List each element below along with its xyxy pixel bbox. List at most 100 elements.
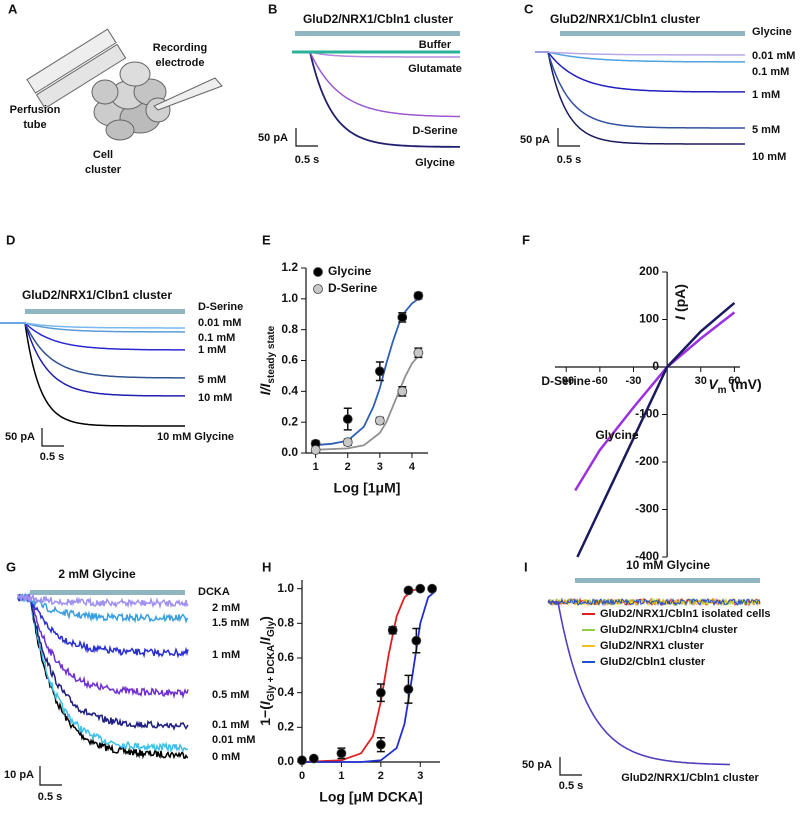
x-tick-label: 3 (417, 770, 423, 782)
y-tick-label: 200 (639, 264, 659, 278)
legend-label: GluD2/NRX1 cluster (600, 640, 705, 652)
data-line (574, 311, 736, 492)
perfusion-bar (25, 31, 760, 595)
y-tick-label: 1.2 (281, 260, 298, 274)
annotation: electrode (156, 57, 205, 69)
panel-title: GluD2/NRX1/Cbln1 cluster (550, 12, 700, 26)
annotation: Perfusion (10, 104, 61, 116)
current-trace (292, 51, 460, 58)
label-part: Gly + DCKA (266, 645, 277, 701)
y-axis-label: 1−(IGly + DCKA/IGly) (257, 616, 277, 726)
scale-label: 0.5 s (40, 451, 64, 463)
label-part: I (257, 636, 273, 641)
scale-label: 50 pA (520, 134, 550, 146)
x-tick-label: 0 (299, 770, 305, 782)
panel-label: I (524, 559, 528, 574)
x-tick-label: 1 (338, 770, 344, 782)
trace-label: 2 mM (212, 602, 240, 614)
x-tick-label: 1 (313, 461, 319, 473)
current-trace (535, 51, 745, 63)
panel-label: B (268, 1, 277, 16)
panel-label: A (8, 1, 18, 16)
trace-label: 0 mM (212, 751, 240, 763)
x-axis-label: Log [μM DCKA] (319, 789, 422, 805)
label-part: (pA) (672, 284, 688, 312)
data-point (411, 635, 422, 646)
current-trace (17, 592, 189, 700)
y-tick-label: 0.6 (277, 650, 294, 664)
trace-label: 1.5 mM (212, 617, 249, 629)
x-axis-label: Log [1μM] (334, 480, 401, 496)
y-tick-label: 0.2 (281, 414, 298, 428)
x-tick-label: -30 (626, 375, 642, 387)
trace-label: 1 mM (752, 89, 780, 101)
current-trace (0, 322, 185, 379)
current-trace (17, 594, 189, 760)
panel-title: GluD2/NRX1/Cbln1 cluster (303, 12, 453, 26)
trace-header: D-Serine (198, 301, 243, 313)
data-point (342, 414, 353, 424)
y-tick-label: -300 (635, 502, 659, 516)
current-trace (535, 51, 745, 56)
current-trace (535, 51, 745, 93)
data-point (415, 583, 426, 594)
data-point (374, 366, 385, 377)
y-tick-label: 0.8 (281, 322, 298, 336)
current-trace (547, 597, 761, 607)
y-axis-label: I/Isteady state (257, 325, 277, 395)
data-point (297, 755, 307, 766)
data-point (413, 290, 424, 301)
scale-label: 0.5 s (295, 154, 319, 166)
annotation: cluster (85, 164, 122, 176)
y-tick-label: 0.8 (277, 616, 294, 630)
current-trace (17, 593, 189, 731)
label-part: I (257, 700, 273, 705)
y-tick-label: 0.2 (277, 720, 294, 734)
current-trace (0, 322, 185, 397)
scale-label: 10 pA (4, 769, 34, 781)
current-trace (292, 51, 460, 148)
trace-label: 0.1 mM (198, 332, 235, 344)
label-part: m (718, 385, 727, 396)
data-point (413, 347, 424, 358)
y-tick-label: 0.6 (281, 353, 298, 367)
current-trace (17, 592, 189, 659)
panel-label: G (6, 559, 16, 574)
data-point (397, 312, 408, 323)
trace-label: 10 mM (752, 151, 786, 163)
trace-label: 0.5 mM (212, 689, 249, 701)
series-label: Glycine (595, 428, 639, 442)
current-trace (535, 51, 745, 145)
trace-label: Glutamate (408, 63, 462, 75)
legend-label: GluD2/Cbln1 cluster (600, 656, 706, 668)
data-line (576, 301, 736, 558)
x-tick-label: -60 (592, 375, 608, 387)
scale-label: 0.5 s (557, 154, 581, 166)
annotation: Recording (153, 42, 207, 54)
trace-label: GluD2/NRX1/Cbln1 cluster (621, 772, 759, 784)
label-part: ) (257, 616, 273, 621)
current-trace (292, 51, 461, 118)
panel-label: H (262, 559, 271, 574)
trace-header: DCKA (198, 586, 230, 598)
data-point (308, 753, 319, 764)
x-tick-label: -90 (558, 375, 574, 387)
scale-label: 50 pA (258, 132, 288, 144)
y-axis-label: I (pA) (672, 284, 688, 320)
trace-label: 0.1 mM (212, 719, 249, 731)
series-label: D-Serine (541, 374, 591, 388)
panel-title: GluD2/NRX1/Clbn1 cluster (22, 288, 172, 302)
y-tick-label: -100 (635, 407, 659, 421)
current-trace (17, 593, 189, 610)
panel-label: F (522, 232, 530, 247)
trace-label: 0.01 mM (752, 50, 795, 62)
data-point (310, 445, 321, 455)
trace-label: Glycine (415, 157, 455, 169)
cell-illustration (26, 28, 223, 141)
current-trace (0, 322, 185, 351)
legend-marker (313, 284, 323, 294)
panel-label: E (262, 232, 271, 247)
trace-label: Buffer (419, 39, 452, 51)
panel-label: D (6, 232, 15, 247)
